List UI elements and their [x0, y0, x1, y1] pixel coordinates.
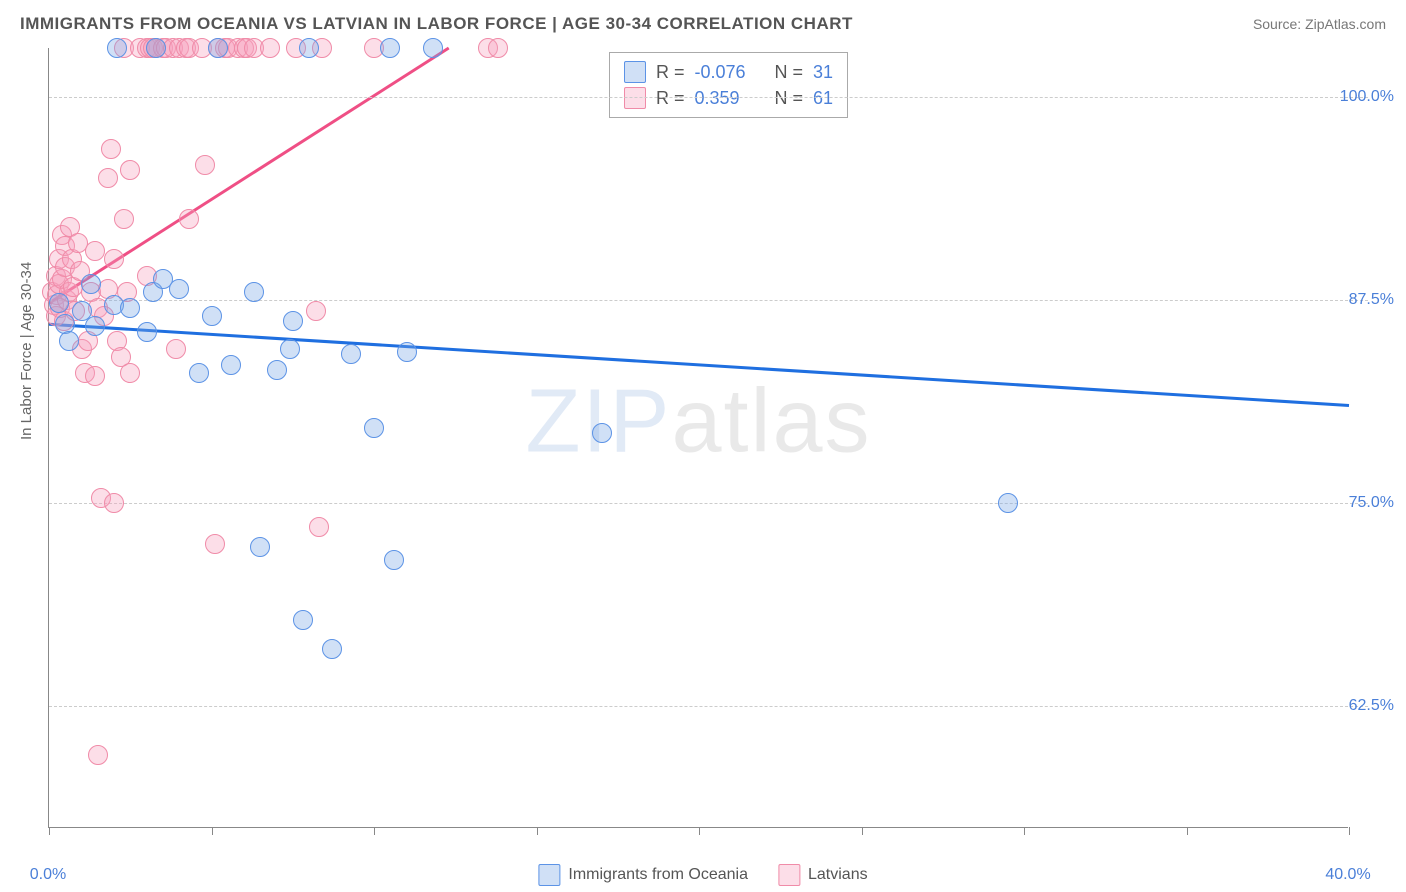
scatter-point-blue: [283, 311, 303, 331]
scatter-point-blue: [208, 38, 228, 58]
scatter-point-blue: [107, 38, 127, 58]
scatter-point-blue: [364, 418, 384, 438]
scatter-point-pink: [488, 38, 508, 58]
legend-label: Immigrants from Oceania: [568, 866, 748, 884]
n-label: N =: [775, 62, 804, 83]
scatter-point-pink: [98, 168, 118, 188]
scatter-point-pink: [88, 745, 108, 765]
scatter-point-pink: [120, 363, 140, 383]
x-tick: [374, 827, 375, 835]
n-value: 61: [813, 88, 833, 109]
scatter-point-pink: [101, 139, 121, 159]
scatter-chart: ZIPatlas R =-0.076N =31R = 0.359N =61: [48, 48, 1348, 828]
scatter-point-blue: [322, 639, 342, 659]
scatter-point-blue: [202, 306, 222, 326]
x-tick: [212, 827, 213, 835]
y-axis-label: In Labor Force | Age 30-34: [18, 262, 35, 440]
swatch-pink: [624, 87, 646, 109]
scatter-point-blue: [244, 282, 264, 302]
scatter-point-pink: [306, 301, 326, 321]
scatter-point-pink: [120, 160, 140, 180]
r-value: -0.076: [695, 62, 765, 83]
y-tick-label: 100.0%: [1340, 88, 1394, 106]
chart-title: IMMIGRANTS FROM OCEANIA VS LATVIAN IN LA…: [20, 14, 853, 34]
r-label: R =: [656, 88, 685, 109]
scatter-point-blue: [221, 355, 241, 375]
x-tick: [1349, 827, 1350, 835]
stats-legend-box: R = -0.076 N = 31 R = 0.359 N = 61: [609, 52, 848, 118]
header: IMMIGRANTS FROM OCEANIA VS LATVIAN IN LA…: [0, 0, 1406, 40]
scatter-point-blue: [49, 293, 69, 313]
scatter-point-blue: [423, 38, 443, 58]
legend-item: Immigrants from Oceania: [538, 864, 748, 886]
x-tick: [699, 827, 700, 835]
series-legend: Immigrants from Oceania Latvians: [538, 864, 867, 886]
x-tick-label: 40.0%: [1325, 866, 1370, 884]
scatter-point-pink: [179, 209, 199, 229]
scatter-point-blue: [397, 342, 417, 362]
r-label: R =: [656, 62, 685, 83]
legend-item: Latvians: [778, 864, 868, 886]
scatter-point-pink: [85, 366, 105, 386]
scatter-point-pink: [309, 517, 329, 537]
trend-lines-layer: [49, 48, 1348, 827]
x-tick: [537, 827, 538, 835]
scatter-point-blue: [137, 322, 157, 342]
scatter-point-blue: [380, 38, 400, 58]
scatter-point-blue: [169, 279, 189, 299]
source-name: ZipAtlas.com: [1305, 16, 1386, 32]
scatter-point-pink: [85, 241, 105, 261]
n-label: N =: [775, 88, 804, 109]
gridline-horizontal: [49, 300, 1368, 301]
legend-label: Latvians: [808, 866, 868, 884]
scatter-point-blue: [592, 423, 612, 443]
scatter-point-blue: [384, 550, 404, 570]
scatter-point-pink: [104, 493, 124, 513]
source-attribution: Source: ZipAtlas.com: [1253, 16, 1386, 32]
gridline-horizontal: [49, 706, 1368, 707]
n-value: 31: [813, 62, 833, 83]
scatter-point-blue: [189, 363, 209, 383]
scatter-point-blue: [293, 610, 313, 630]
scatter-point-blue: [146, 38, 166, 58]
stats-row: R = -0.076 N = 31: [624, 59, 833, 85]
gridline-horizontal: [49, 97, 1368, 98]
y-tick-label: 75.0%: [1349, 494, 1394, 512]
scatter-point-pink: [205, 534, 225, 554]
x-tick: [1024, 827, 1025, 835]
scatter-point-blue: [250, 537, 270, 557]
swatch-pink: [778, 864, 800, 886]
y-tick-label: 62.5%: [1349, 697, 1394, 715]
scatter-point-blue: [998, 493, 1018, 513]
source-prefix: Source:: [1253, 16, 1305, 32]
x-tick: [1187, 827, 1188, 835]
scatter-point-pink: [260, 38, 280, 58]
trend-line: [49, 324, 1349, 405]
scatter-point-pink: [195, 155, 215, 175]
scatter-point-blue: [59, 331, 79, 351]
scatter-point-pink: [104, 249, 124, 269]
x-tick: [49, 827, 50, 835]
scatter-point-blue: [299, 38, 319, 58]
scatter-point-blue: [120, 298, 140, 318]
scatter-point-blue: [85, 316, 105, 336]
r-value: 0.359: [695, 88, 765, 109]
stats-row: R = 0.359 N = 61: [624, 85, 833, 111]
scatter-point-blue: [280, 339, 300, 359]
x-tick: [862, 827, 863, 835]
scatter-point-blue: [267, 360, 287, 380]
y-tick-label: 87.5%: [1349, 291, 1394, 309]
swatch-blue: [624, 61, 646, 83]
scatter-point-blue: [341, 344, 361, 364]
scatter-point-pink: [166, 339, 186, 359]
swatch-blue: [538, 864, 560, 886]
scatter-point-pink: [114, 209, 134, 229]
scatter-point-blue: [81, 274, 101, 294]
gridline-horizontal: [49, 503, 1368, 504]
x-tick-label: 0.0%: [30, 866, 66, 884]
